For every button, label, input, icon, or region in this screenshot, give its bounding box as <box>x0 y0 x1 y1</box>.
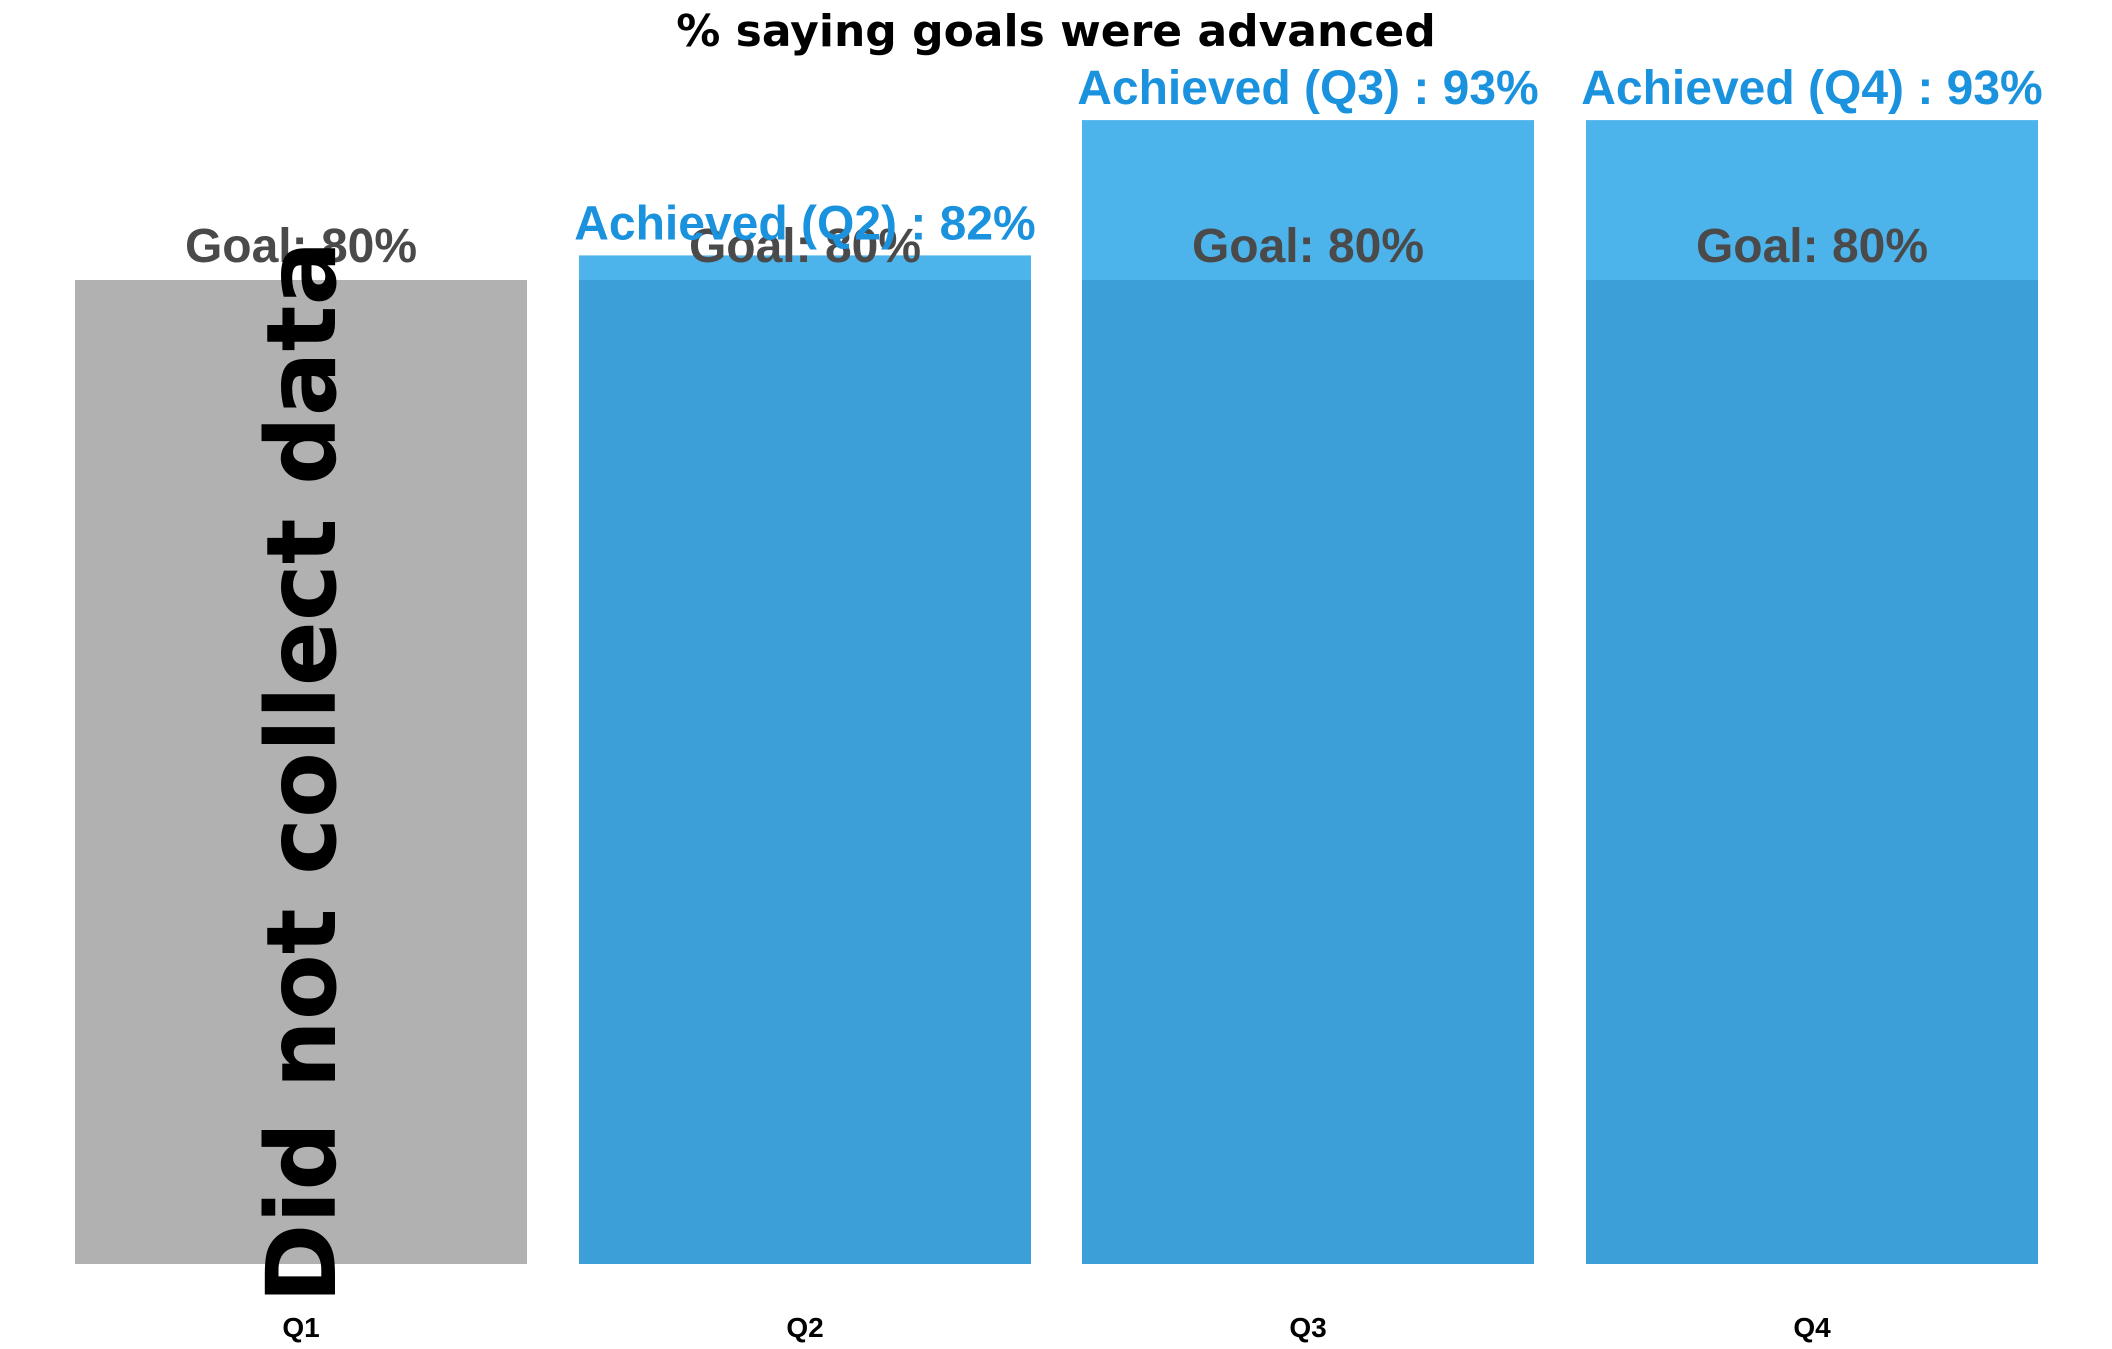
achieved-bar-q3 <box>1082 120 1534 280</box>
goal-label-q1: Goal: 80% <box>185 220 417 273</box>
labels-layer: Goal: 80% Goal: 80%Achieved (Q2) : 82% Goa… <box>185 62 2043 1303</box>
goal-bar-q2 <box>579 280 1031 1264</box>
goal-label-q2: Goal: 80% <box>689 220 921 273</box>
goal-bar-q1 <box>75 280 527 1264</box>
achieved-label-q3: Achieved (Q3) : 93% <box>1077 62 1538 115</box>
x-tick-q3: Q3 <box>1289 1312 1326 1343</box>
bars-layer <box>75 120 2038 1264</box>
x-tick-q4: Q4 <box>1793 1312 1831 1343</box>
goal-bar-q3 <box>1082 280 1534 1264</box>
x-tick-q2: Q2 <box>786 1312 823 1343</box>
achieved-bar-q2 <box>579 255 1031 280</box>
achieved-label-q4: Achieved (Q4) : 93% <box>1581 62 2042 115</box>
goal-label-q4: Goal: 80% <box>1696 220 1928 273</box>
achieved-label-q2: Achieved (Q2) : 82% <box>574 197 1035 250</box>
achieved-bar-q4 <box>1586 120 2038 280</box>
goal-bar-q4 <box>1586 280 2038 1264</box>
chart-title: % saying goals were advanced <box>676 6 1436 57</box>
goal-label-q3: Goal: 80% <box>1192 220 1424 273</box>
x-axis-ticks: Q1 Q2 Q3 Q4 <box>282 1312 1831 1343</box>
no-data-annotation: Did not collect data <box>246 241 358 1304</box>
x-tick-q1: Q1 <box>282 1312 319 1343</box>
